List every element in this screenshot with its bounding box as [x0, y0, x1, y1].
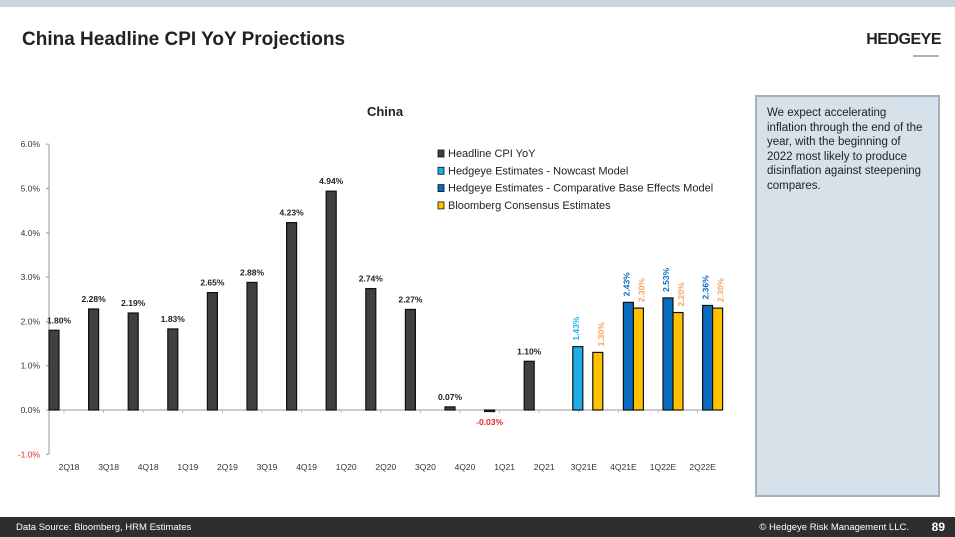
bar-historical: [206, 292, 218, 411]
data-label: 1.30%: [596, 322, 606, 347]
bar-historical: [48, 329, 60, 411]
logo-underline: [913, 55, 939, 57]
y-tick-label: 4.0%: [21, 228, 41, 238]
x-tick-label: 3Q19: [257, 462, 278, 472]
data-label: 2.20%: [676, 282, 686, 307]
legend-swatch: [437, 149, 445, 158]
x-tick-label: 3Q20: [415, 462, 436, 472]
data-label: 2.53%: [661, 267, 671, 292]
bar-bloomberg: [711, 307, 724, 411]
legend-swatch: [437, 201, 445, 210]
data-label: 1.43%: [571, 316, 581, 341]
data-label: 2.27%: [398, 294, 423, 304]
y-tick-label: -1.0%: [18, 449, 41, 459]
y-tick-label: 1.0%: [21, 361, 41, 371]
commentary-box: We expect accelerating inflation through…: [755, 95, 940, 497]
x-tick-label: 1Q22E: [650, 462, 677, 472]
data-label: 2.28%: [82, 294, 107, 304]
bar-historical: [127, 312, 139, 411]
x-tick-label: 2Q20: [375, 462, 396, 472]
data-label: 2.30%: [716, 278, 726, 303]
data-source: Data Source: Bloomberg, HRM Estimates: [16, 522, 192, 533]
data-label: 2.88%: [240, 267, 265, 277]
bar-historical: [246, 281, 258, 411]
legend-entry: Hedgeye Estimates - Comparative Base Eff…: [448, 183, 713, 195]
bar-historical: [365, 288, 377, 411]
y-tick-label: 6.0%: [21, 139, 41, 149]
hedgeye-logo: HEDGEYE: [866, 31, 941, 48]
footer: Data Source: Bloomberg, HRM Estimates © …: [0, 517, 955, 537]
bar-historical: [444, 406, 456, 411]
x-tick-label: 3Q21E: [571, 462, 598, 472]
copyright: © Hedgeye Risk Management LLC.: [759, 522, 909, 533]
x-tick-label: 1Q19: [177, 462, 198, 472]
chart-title: China: [367, 104, 404, 119]
x-tick-label: 1Q21: [494, 462, 515, 472]
data-label: 0.07%: [438, 392, 463, 402]
top-band: [0, 0, 955, 7]
bar-historical: [167, 328, 179, 411]
x-tick-label: 4Q19: [296, 462, 317, 472]
data-label: 2.43%: [621, 272, 631, 297]
x-tick-label: 4Q21E: [610, 462, 637, 472]
page-number: 89: [931, 520, 945, 534]
x-tick-label: 2Q18: [59, 462, 80, 472]
data-label: 1.83%: [161, 314, 186, 324]
bar-nowcast: [572, 346, 584, 411]
data-label: 2.74%: [359, 274, 384, 284]
y-tick-label: 0.0%: [21, 405, 41, 415]
bar-bloomberg: [672, 311, 684, 411]
y-tick-label: 2.0%: [21, 316, 41, 326]
x-tick-label: 4Q20: [455, 462, 476, 472]
bar-comparative: [662, 297, 674, 411]
bar-historical: [325, 190, 337, 411]
x-tick-label: 1Q20: [336, 462, 357, 472]
x-tick-label: 2Q21: [534, 462, 555, 472]
bar-historical: [484, 409, 496, 413]
data-label: -0.03%: [476, 417, 503, 427]
data-label: 1.80%: [47, 315, 72, 325]
x-tick-label: 2Q22E: [689, 462, 716, 472]
bar-historical: [404, 308, 416, 411]
cpi-chart: China -1.0% 0.0% 1.0% 2.0% 3.0% 4.0% 5.0% 6.0% 2Q…: [18, 104, 726, 472]
data-label: 2.36%: [701, 275, 711, 300]
x-tick-label: 3Q18: [98, 462, 119, 472]
data-label: 4.94%: [319, 176, 344, 186]
data-label: 2.30%: [636, 278, 646, 303]
commentary-text: We expect accelerating inflation through…: [767, 107, 923, 192]
bar-bloomberg: [632, 307, 645, 411]
bar-comparative: [622, 301, 635, 411]
bar-comparative: [701, 304, 714, 411]
page-title: China Headline CPI YoY Projections: [22, 29, 346, 50]
x-tick-label: 4Q18: [138, 462, 159, 472]
legend-entry: Hedgeye Estimates - Nowcast Model: [448, 165, 628, 177]
bar-historical: [87, 308, 100, 411]
legend-entry: Bloomberg Consensus Estimates: [448, 200, 611, 212]
y-tick-label: 3.0%: [21, 272, 41, 282]
bar-historical: [523, 360, 535, 411]
legend-swatch: [437, 184, 445, 193]
y-tick-label: 5.0%: [21, 184, 41, 194]
data-label: 1.10%: [517, 346, 542, 356]
data-label: 2.19%: [121, 298, 146, 308]
data-label: 2.65%: [200, 278, 225, 288]
bar-bloomberg: [592, 351, 604, 411]
legend-entry: Headline CPI YoY: [448, 148, 536, 160]
x-tick-label: 2Q19: [217, 462, 238, 472]
bar-historical: [286, 222, 298, 411]
legend-swatch: [437, 166, 445, 175]
data-label: 4.23%: [280, 208, 305, 218]
